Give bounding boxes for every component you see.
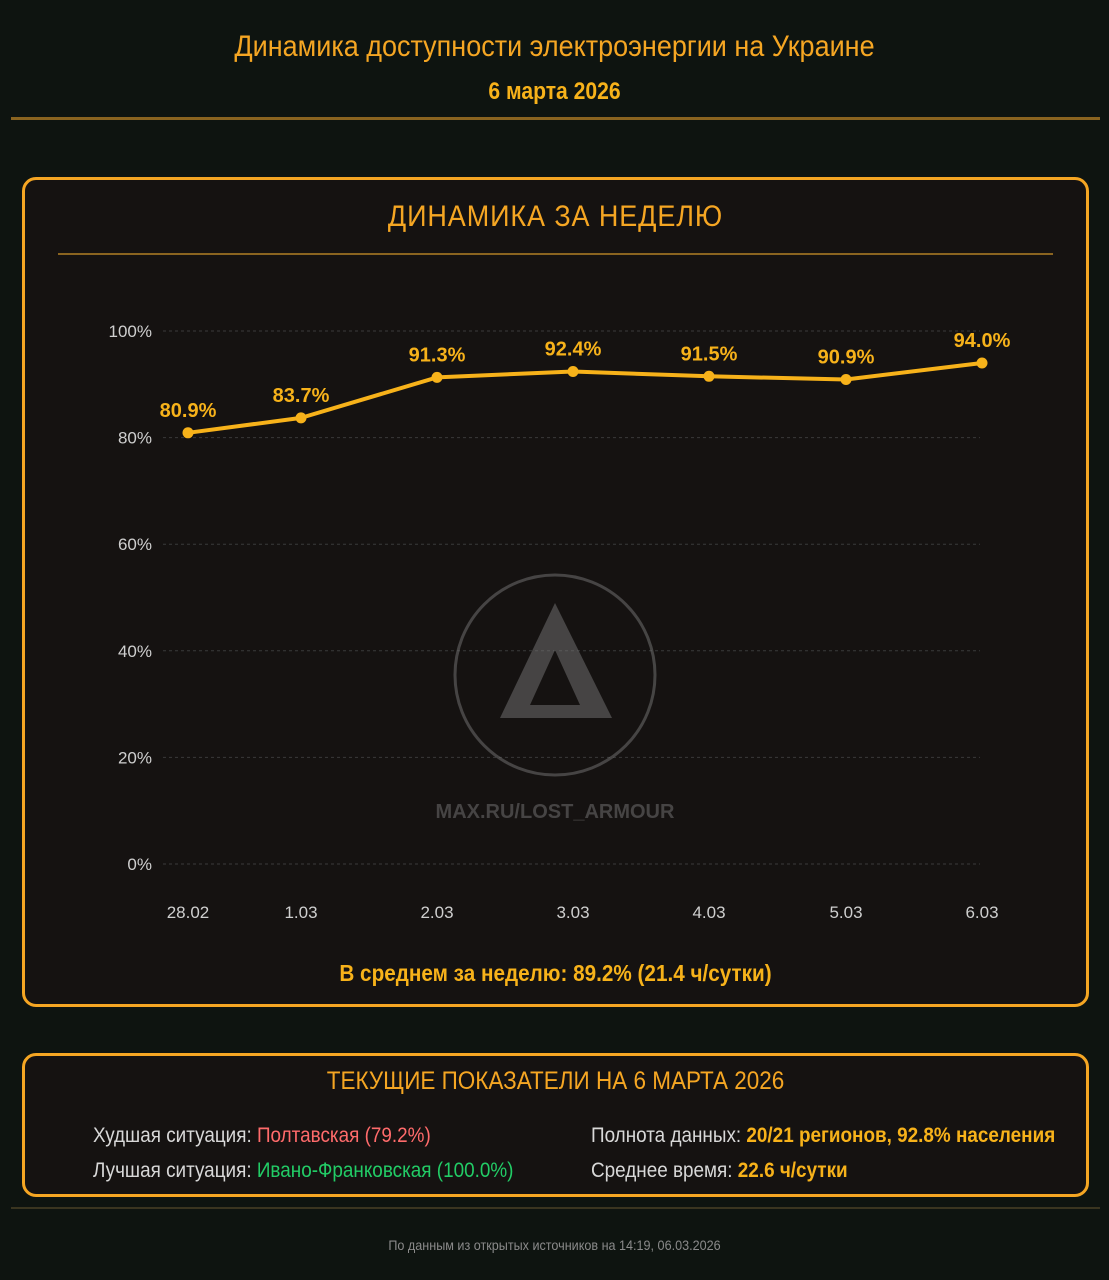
data-label: 94.0% (954, 330, 1011, 352)
chart-title-divider (58, 253, 1053, 255)
y-tick-label: 100% (109, 322, 152, 341)
header-divider (11, 117, 1100, 120)
best-situation: Лучшая ситуация: Ивано-Франковская (100.… (93, 1159, 513, 1183)
completeness-label: Полнота данных: (591, 1124, 747, 1147)
chart-title: ДИНАМИКА ЗА НЕДЕЛЮ (387, 200, 724, 233)
data-label: 83.7% (273, 385, 330, 407)
x-tick-label: 6.03 (965, 903, 998, 922)
page-title: Динамика доступности электроэнергии на У… (234, 30, 875, 63)
x-tick-label: 4.03 (692, 903, 725, 922)
chart-card (22, 177, 1089, 1007)
line-chart: 0% 20% 40% 60% 80% 100% 28.02 1.03 2.03 3.03 4.03 5… (109, 322, 1011, 922)
stats-card (22, 1053, 1089, 1197)
data-point (567, 366, 579, 378)
data-point (703, 370, 715, 382)
watermark-url: MAX.RU/LOST_ARMOUR (436, 801, 675, 823)
data-completeness: Полнота данных: 20/21 регионов, 92.8% на… (591, 1124, 1055, 1148)
page-subtitle: 6 марта 2026 (488, 78, 621, 105)
stats-title: ТЕКУЩИЕ ПОКАЗАТЕЛИ НА 6 МАРТА 2026 (326, 1067, 785, 1095)
watermark-logo: MAX.RU/LOST_ARMOUR (436, 573, 675, 823)
weekly-average: В среднем за неделю: 89.2% (21.4 ч/сутки… (339, 960, 772, 986)
y-tick-label: 40% (118, 642, 152, 661)
footer-divider (11, 1207, 1100, 1209)
x-tick-label: 28.02 (167, 903, 210, 922)
y-tick-label: 80% (118, 429, 152, 448)
avg-time-value: 22.6 ч/сутки (737, 1159, 848, 1182)
y-tick-label: 20% (118, 748, 152, 767)
data-label: 91.5% (681, 343, 738, 365)
data-label: 80.9% (160, 400, 217, 422)
best-label: Лучшая ситуация: (93, 1159, 257, 1182)
x-tick-label: 2.03 (420, 903, 453, 922)
avg-time-label: Среднее время: (591, 1159, 738, 1182)
data-point (295, 412, 307, 424)
x-tick-label: 5.03 (829, 903, 862, 922)
data-label: 91.3% (409, 344, 466, 366)
y-tick-label: 60% (118, 535, 152, 554)
data-point (182, 427, 194, 439)
data-point (431, 371, 443, 383)
worst-value: Полтавская (79.2%) (256, 1124, 431, 1147)
data-label: 92.4% (545, 339, 602, 361)
completeness-value: 20/21 регионов, 92.8% населения (746, 1124, 1056, 1147)
footer-source: По данным из открытых источников на 14:1… (388, 1237, 721, 1253)
y-tick-label: 0% (127, 855, 152, 874)
x-tick-label: 3.03 (556, 903, 589, 922)
worst-situation: Худшая ситуация: Полтавская (79.2%) (93, 1124, 431, 1148)
data-label: 90.9% (818, 347, 875, 369)
x-tick-label: 1.03 (284, 903, 317, 922)
average-time: Среднее время: 22.6 ч/сутки (591, 1159, 848, 1183)
data-point (976, 357, 988, 369)
data-point (840, 374, 852, 386)
best-value: Ивано-Франковская (100.0%) (256, 1159, 514, 1182)
worst-label: Худшая ситуация: (93, 1124, 257, 1147)
